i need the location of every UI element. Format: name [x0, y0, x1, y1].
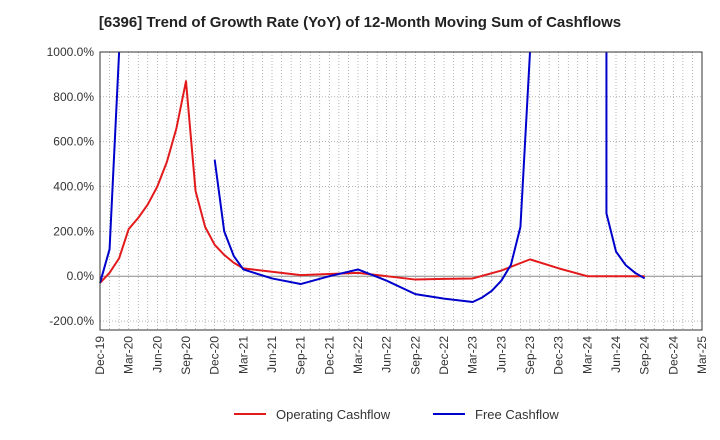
x-tick-label: Jun-20: [150, 336, 164, 373]
plot-frame: [99, 51, 703, 331]
legend-label-1: Free Cashflow: [475, 407, 559, 422]
y-tick-label: 0.0%: [67, 269, 95, 283]
x-tick-label: Mar-22: [351, 336, 365, 374]
x-tick-label: Dec-21: [322, 336, 336, 375]
series-line-1: [213, 51, 531, 303]
x-tick-label: Dec-23: [552, 336, 566, 375]
x-tick-label: Mar-25: [695, 336, 709, 374]
y-tick-label: 200.0%: [53, 224, 94, 238]
y-tick-label: 400.0%: [53, 180, 94, 194]
x-tick-label: Dec-22: [437, 336, 451, 375]
x-tick-label: Jun-24: [609, 336, 623, 373]
series-line-1: [605, 52, 646, 280]
x-tick-label: Sep-21: [294, 336, 308, 375]
series-lines: [99, 51, 646, 303]
x-tick-label: Jun-21: [265, 336, 279, 373]
y-axis-tick-labels: -200.0% 0.0% 200.0% 400.0% 600.0% 800.0% 1000.…: [47, 45, 95, 328]
y-tick-label: 800.0%: [53, 90, 94, 104]
x-tick-label: Sep-23: [523, 336, 537, 375]
y-tick-label: -200.0%: [49, 314, 94, 328]
x-tick-label: Mar-24: [580, 336, 594, 374]
x-axis-tick-labels: Dec-19 Mar-20 Jun-20 Sep-20 Dec-20 Mar-21 Jun-…: [93, 336, 709, 375]
y-tick-label: 1000.0%: [47, 45, 95, 59]
legend: Operating Cashflow Free Cashflow: [234, 407, 559, 422]
series-line-0: [99, 80, 645, 284]
legend-label-0: Operating Cashflow: [276, 407, 391, 422]
x-tick-label: Jun-23: [494, 336, 508, 373]
x-tick-label: Sep-20: [179, 336, 193, 375]
x-tick-label: Mar-21: [236, 336, 250, 374]
x-tick-label: Dec-19: [93, 336, 107, 375]
x-tick-label: Sep-24: [638, 336, 652, 375]
chart-title: [6396] Trend of Growth Rate (YoY) of 12-…: [98, 14, 622, 31]
x-tick-label: Dec-20: [208, 336, 222, 375]
x-tick-label: Sep-22: [408, 336, 422, 375]
x-tick-label: Jun-22: [380, 336, 394, 373]
x-tick-label: Mar-20: [122, 336, 136, 374]
x-tick-label: Dec-24: [666, 336, 680, 375]
series-line-1: [99, 51, 121, 284]
y-tick-label: 600.0%: [53, 135, 94, 149]
x-tick-label: Mar-23: [466, 336, 480, 374]
